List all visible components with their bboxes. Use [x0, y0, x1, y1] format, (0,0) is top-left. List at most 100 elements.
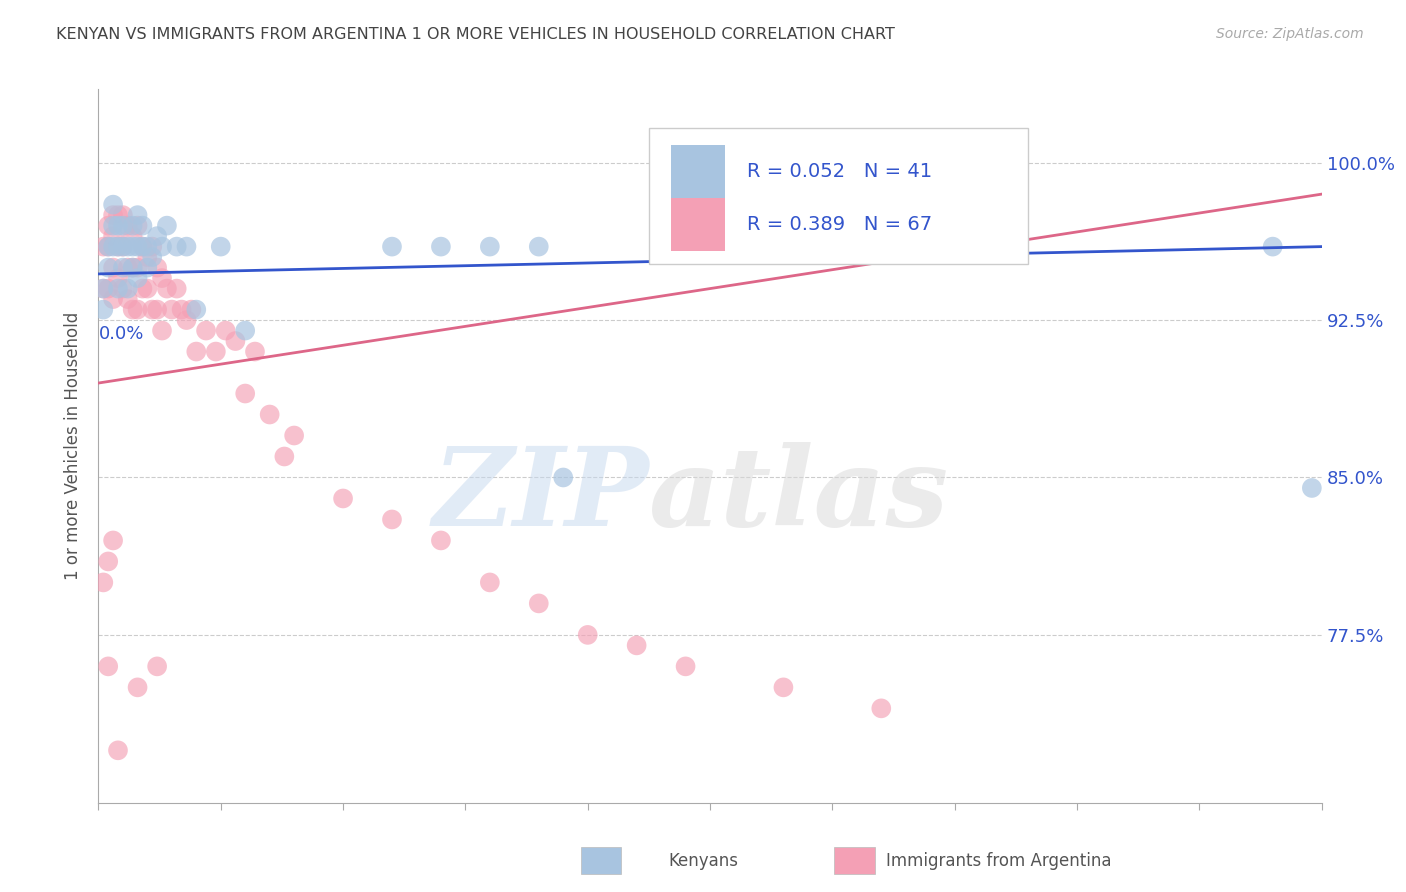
Point: [131, 239, 153, 253]
Point: [127, 239, 149, 253]
Point: [101, 292, 124, 306]
Point: [117, 239, 139, 253]
Point: [101, 260, 124, 275]
Point: [150, 271, 173, 285]
Point: [273, 450, 295, 464]
Point: [107, 239, 129, 253]
Point: [111, 239, 134, 253]
Point: [243, 344, 266, 359]
Point: [117, 219, 139, 233]
Point: [107, 239, 129, 253]
Point: [166, 239, 188, 253]
FancyBboxPatch shape: [671, 198, 724, 252]
Point: [121, 302, 143, 317]
Point: [259, 408, 281, 422]
Point: [121, 219, 143, 233]
Point: [111, 239, 134, 253]
Point: [136, 282, 159, 296]
Point: [101, 197, 124, 211]
Point: [101, 208, 124, 222]
Point: [430, 533, 453, 548]
Point: [101, 229, 124, 244]
Point: [381, 512, 404, 526]
Text: R = 0.052   N = 41: R = 0.052 N = 41: [747, 161, 932, 181]
Point: [430, 239, 453, 253]
Point: [107, 208, 129, 222]
Point: [107, 282, 129, 296]
Point: [91, 282, 114, 296]
Point: [576, 628, 599, 642]
Point: [527, 596, 550, 610]
Point: [160, 302, 183, 317]
Point: [111, 208, 134, 222]
Point: [127, 260, 149, 275]
Point: [101, 533, 124, 548]
Point: [146, 302, 169, 317]
Text: ZIP: ZIP: [432, 442, 650, 549]
Point: [180, 302, 202, 317]
Point: [141, 250, 163, 264]
Point: [166, 282, 188, 296]
Point: [136, 239, 159, 253]
Point: [233, 386, 256, 401]
Point: [332, 491, 354, 506]
Point: [97, 282, 120, 296]
Point: [111, 282, 134, 296]
Point: [209, 239, 232, 253]
Point: [131, 239, 153, 253]
Point: [97, 219, 120, 233]
Point: [170, 302, 193, 317]
Point: [186, 344, 208, 359]
Point: [97, 260, 120, 275]
Point: [97, 659, 120, 673]
Point: [283, 428, 305, 442]
Point: [97, 239, 120, 253]
Text: 0.0%: 0.0%: [98, 325, 143, 343]
Point: [136, 250, 159, 264]
Point: [107, 271, 129, 285]
Point: [141, 239, 163, 253]
Point: [146, 260, 169, 275]
Point: [214, 324, 236, 338]
Point: [121, 260, 143, 275]
FancyBboxPatch shape: [650, 128, 1028, 264]
Text: Source: ZipAtlas.com: Source: ZipAtlas.com: [1216, 27, 1364, 41]
Point: [117, 292, 139, 306]
Point: [101, 239, 124, 253]
Point: [156, 282, 179, 296]
Point: [121, 260, 143, 275]
Point: [111, 260, 134, 275]
Point: [121, 229, 143, 244]
Point: [1301, 481, 1323, 495]
Point: [675, 659, 697, 673]
Point: [127, 271, 149, 285]
Text: atlas: atlas: [650, 442, 949, 549]
Point: [150, 239, 173, 253]
Point: [146, 659, 169, 673]
Point: [224, 334, 246, 348]
Point: [97, 239, 120, 253]
Point: [91, 282, 114, 296]
Point: [91, 302, 114, 317]
Point: [131, 282, 153, 296]
Point: [101, 219, 124, 233]
Point: [146, 229, 169, 244]
Point: [772, 681, 794, 695]
Point: [478, 575, 501, 590]
Text: Immigrants from Argentina: Immigrants from Argentina: [886, 852, 1111, 870]
Point: [127, 302, 149, 317]
Point: [626, 639, 648, 653]
Point: [136, 260, 159, 275]
Point: [131, 219, 153, 233]
Point: [176, 239, 198, 253]
Point: [141, 302, 163, 317]
Point: [527, 239, 550, 253]
Point: [107, 219, 129, 233]
Point: [111, 219, 134, 233]
Point: [381, 239, 404, 253]
FancyBboxPatch shape: [671, 145, 724, 198]
Text: KENYAN VS IMMIGRANTS FROM ARGENTINA 1 OR MORE VEHICLES IN HOUSEHOLD CORRELATION : KENYAN VS IMMIGRANTS FROM ARGENTINA 1 OR…: [56, 27, 896, 42]
Point: [176, 313, 198, 327]
Point: [127, 219, 149, 233]
Text: Kenyans: Kenyans: [668, 852, 738, 870]
